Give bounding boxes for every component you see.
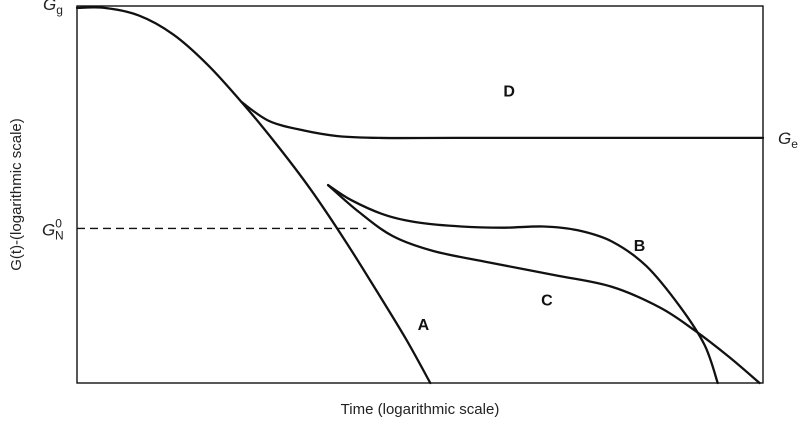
x-axis-label: Time (logarithmic scale) [341, 401, 500, 418]
series-label-c: C [541, 293, 553, 310]
chart-marks: A B C D [75, 6, 765, 385]
tick-label-g-glass: Gg [43, 0, 63, 17]
series-line-c [326, 183, 761, 385]
tick-label-g-equilibrium: Ge [778, 129, 798, 151]
tick-label-g-plateau-sub: N [55, 228, 64, 242]
series-line-a [75, 6, 432, 385]
y-axis-label: G(t)-(logarithmic scale) [8, 118, 25, 271]
tick-label-g-equilibrium-sub: e [791, 137, 798, 151]
series-label-b: B [634, 238, 646, 255]
tick-label-g-glass-main: G [43, 0, 56, 14]
series-label-d: D [503, 83, 515, 100]
tick-label-g-plateau-sup: 0 [55, 216, 62, 230]
tick-label-g-plateau: G0 N [42, 216, 64, 242]
tick-label-g-glass-sub: g [56, 3, 63, 17]
series-line-b [326, 183, 719, 385]
series-label-a: A [418, 317, 430, 334]
tick-label-g-equilibrium-main: G [778, 129, 791, 148]
series-line-d [240, 100, 765, 140]
tick-label-g-plateau-main: G [42, 220, 55, 239]
plot-frame [76, 5, 764, 384]
